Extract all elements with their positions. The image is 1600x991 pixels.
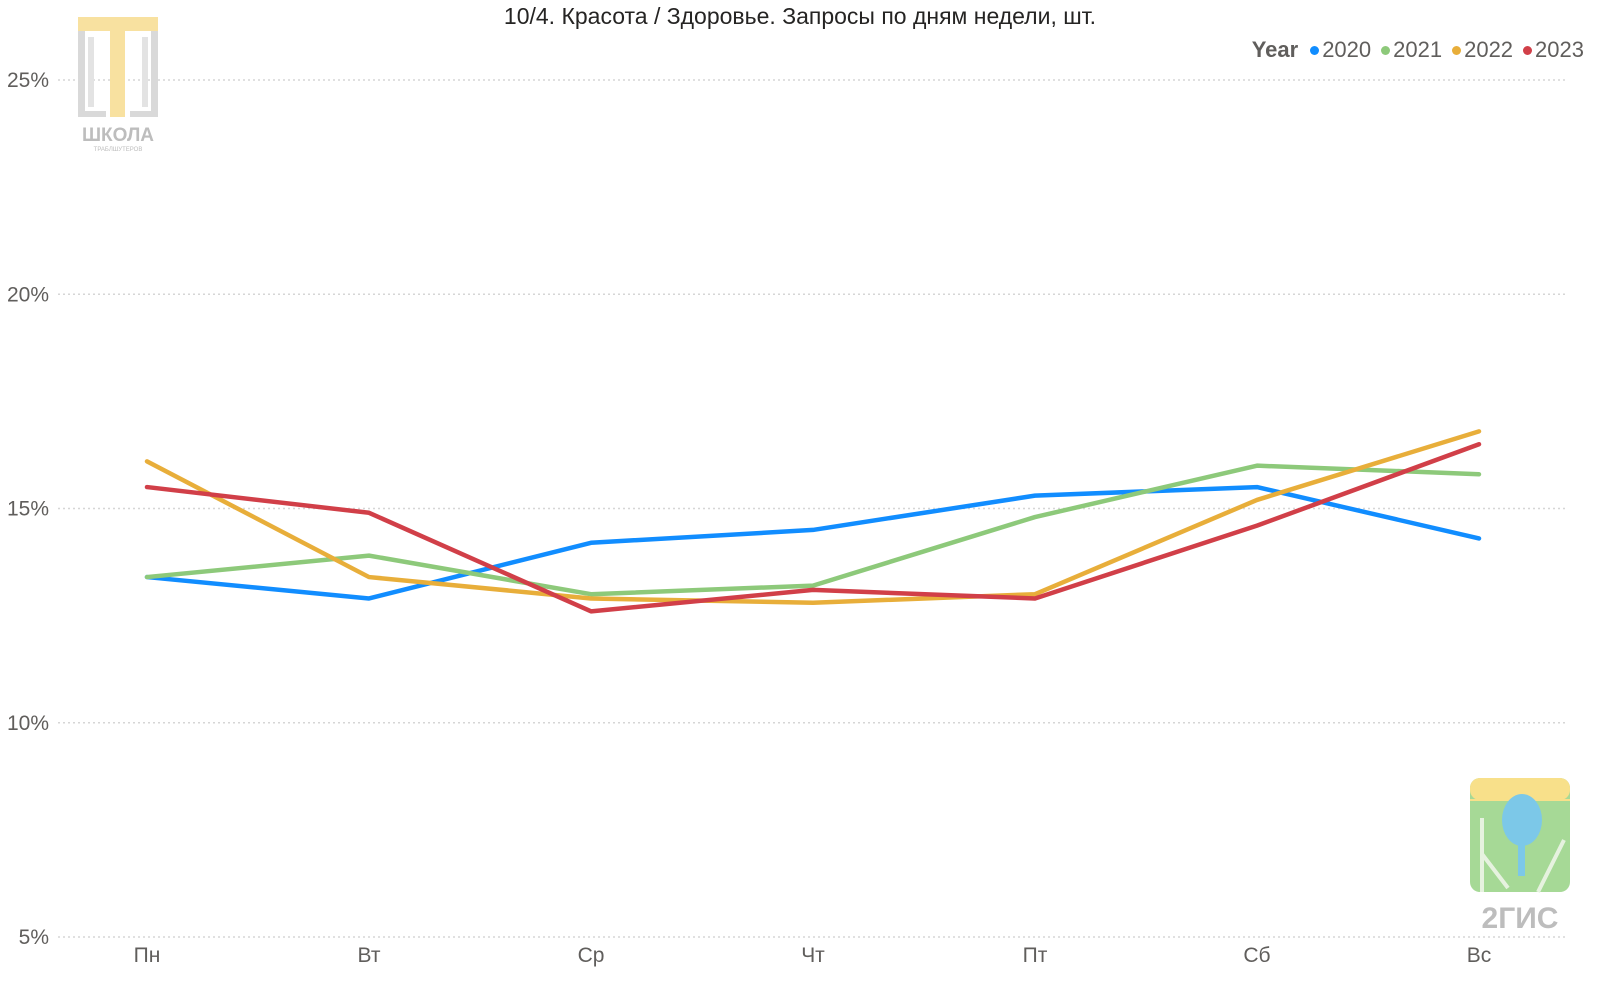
legend-marker [1310, 45, 1320, 55]
x-tick-label: Пн [134, 944, 161, 967]
series-line-2023[interactable] [144, 441, 1482, 614]
series-lines [144, 429, 1482, 614]
x-tick-label: Ср [578, 944, 605, 967]
legend-marker [1523, 45, 1533, 55]
x-tick-label: Вт [358, 944, 381, 967]
school-logo: ШКОЛА ТРАБЛШУТЕРОВ [78, 17, 158, 153]
school-logo-text: ШКОЛА [82, 125, 154, 146]
legend: Year 2020 2021 2022 2023 [1252, 37, 1590, 63]
legend-marker [1381, 45, 1391, 55]
school-logo-subtext: ТРАБЛШУТЕРОВ [94, 147, 143, 153]
chart-title: 10/4. Красота / Здоровье. Запросы по дня… [503, 3, 1097, 29]
legend-label: 2023 [1535, 37, 1584, 62]
grid-lines [58, 79, 1565, 938]
legend-marker [1452, 45, 1462, 55]
legend-item-2020[interactable]: 2020 [1310, 37, 1371, 63]
x-axis-ticks: Пн Вт Ср Чт Пт Сб Вс [134, 944, 1492, 967]
x-tick-label: Пт [1023, 944, 1048, 967]
series-line-2022[interactable] [144, 429, 1482, 606]
legend-label: 2020 [1322, 37, 1372, 62]
2gis-logo: 2ГИС [1470, 778, 1570, 935]
y-axis-ticks: 5% 10% 15% 20% 25% [7, 69, 49, 949]
legend-item-2023[interactable]: 2023 [1523, 37, 1584, 63]
legend-label: 2021 [1393, 37, 1443, 62]
legend-item-2022[interactable]: 2022 [1452, 37, 1513, 63]
legend-item-2021[interactable]: 2021 [1381, 37, 1442, 63]
series-line-2021[interactable] [144, 463, 1482, 597]
y-tick-label: 5% [19, 926, 49, 949]
series-line-2020[interactable] [144, 484, 1482, 601]
legend-title: Year [1251, 37, 1299, 62]
y-tick-label: 15% [7, 498, 49, 521]
y-tick-label: 10% [7, 712, 49, 735]
legend-label: 2022 [1464, 37, 1514, 62]
x-tick-label: Сб [1243, 944, 1270, 967]
x-tick-label: Чт [801, 944, 825, 967]
2gis-logo-text: 2ГИС [1482, 902, 1559, 935]
x-tick-label: Вс [1467, 944, 1492, 967]
y-tick-label: 20% [7, 283, 49, 306]
y-tick-label: 25% [7, 69, 49, 92]
